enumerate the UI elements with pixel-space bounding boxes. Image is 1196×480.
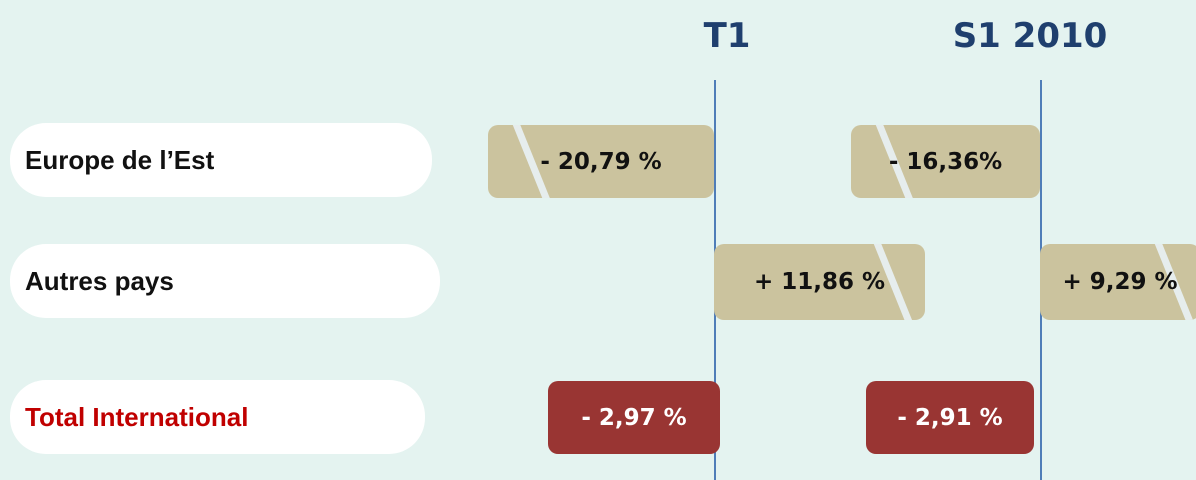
value-box: - 20,79 %	[488, 125, 714, 198]
row-label: Europe de l’Est	[10, 123, 432, 197]
value-box: + 11,86 %	[714, 244, 925, 320]
value-text: + 9,29 %	[1062, 269, 1178, 295]
row-label: Autres pays	[10, 244, 440, 318]
column-header: T1	[703, 16, 751, 56]
value-text: - 2,91 %	[897, 404, 1003, 431]
value-text: - 20,79 %	[540, 148, 662, 175]
value-box: - 2,91 %	[866, 381, 1034, 454]
column-header: S1 2010	[952, 16, 1108, 56]
value-box: + 9,29 %	[1040, 244, 1196, 320]
value-text: - 16,36%	[888, 148, 1003, 175]
value-box: - 16,36%	[851, 125, 1040, 198]
value-text: + 11,86 %	[753, 269, 886, 295]
value-text: - 2,97 %	[581, 404, 687, 431]
row-label: Total International	[10, 380, 425, 454]
value-box: - 2,97 %	[548, 381, 720, 454]
